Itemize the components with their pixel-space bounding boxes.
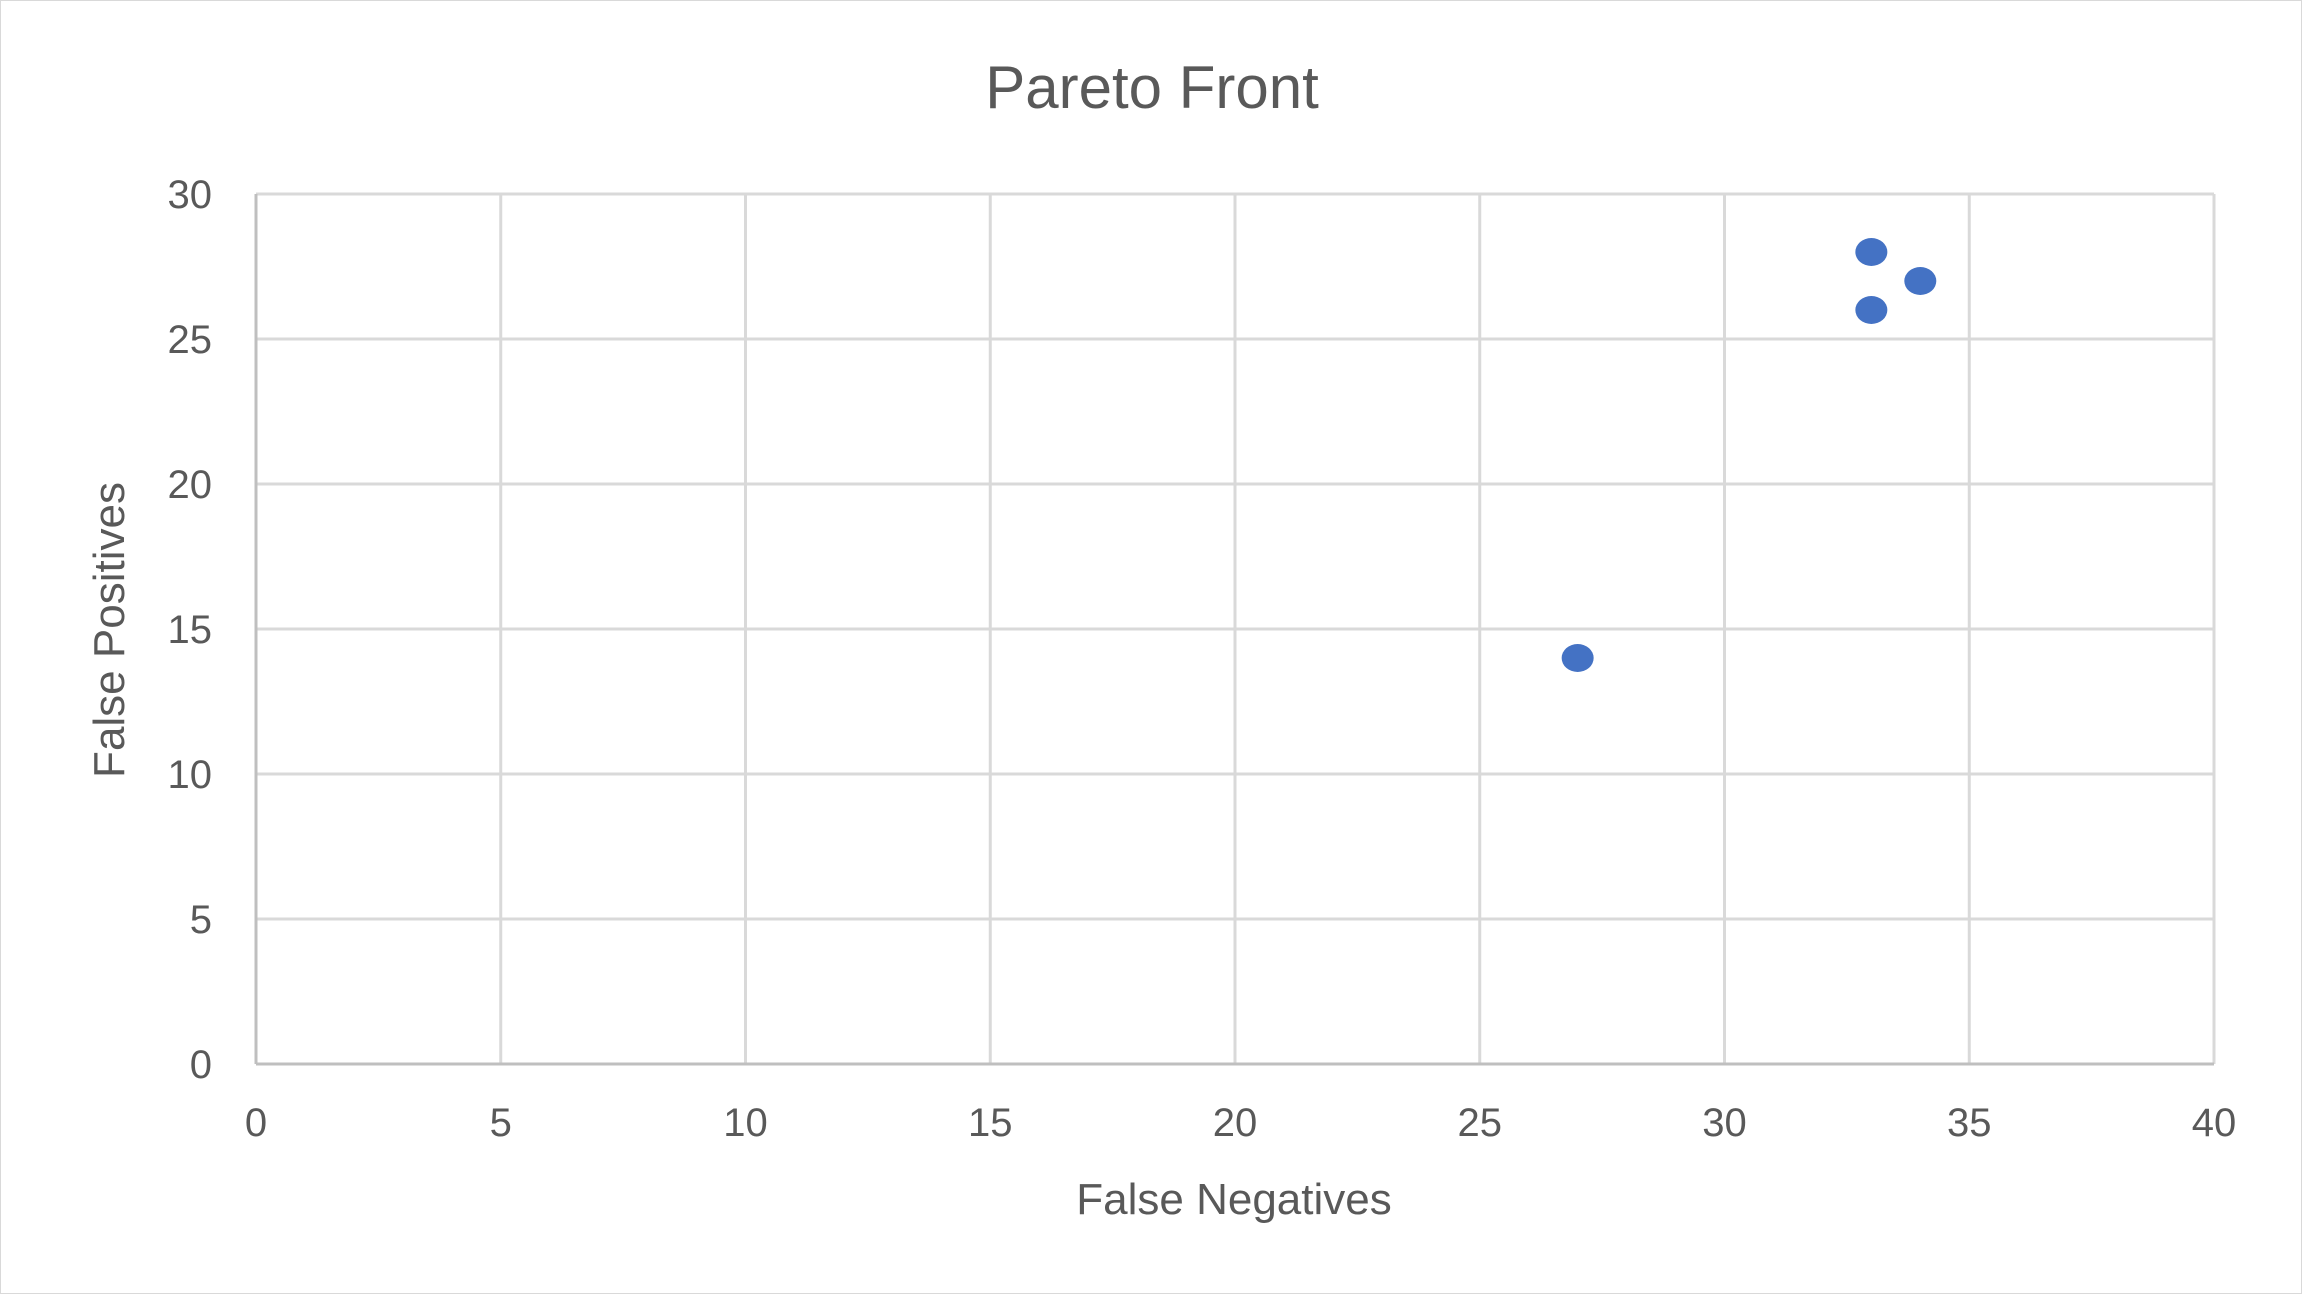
y-tick-label: 30	[168, 173, 213, 217]
x-tick-label: 15	[968, 1101, 1013, 1145]
gridlines	[256, 192, 2216, 1064]
x-tick-label: 25	[1458, 1101, 1503, 1145]
data-point	[1904, 267, 1937, 295]
y-axis-title: False Positives	[85, 482, 134, 778]
x-tick-label: 30	[1702, 1101, 1747, 1145]
x-tick-labels: 0 5 10 15 20 25 30 35 40	[245, 1101, 2236, 1145]
y-tick-label: 5	[190, 898, 212, 942]
y-tick-label: 0	[190, 1043, 212, 1087]
x-tick-label: 40	[2192, 1101, 2237, 1145]
y-tick-label: 25	[168, 318, 213, 362]
x-tick-label: 5	[490, 1101, 512, 1145]
y-tick-label: 10	[168, 753, 213, 797]
data-point	[1561, 644, 1594, 672]
y-tick-label: 15	[168, 608, 213, 652]
data-point	[1855, 296, 1888, 324]
x-tick-label: 20	[1213, 1101, 1258, 1145]
y-tick-labels: 0 5 10 15 20 25 30	[168, 173, 213, 1087]
x-tick-label: 10	[723, 1101, 768, 1145]
x-tick-label: 35	[1947, 1101, 1992, 1145]
data-points	[1561, 238, 1937, 672]
x-axis-title: False Negatives	[1076, 1175, 1391, 1224]
axes	[254, 194, 2214, 1066]
chart-title: Pareto Front	[985, 54, 1319, 121]
data-point	[1855, 238, 1888, 266]
x-tick-label: 0	[245, 1101, 267, 1145]
y-tick-label: 20	[168, 463, 213, 507]
